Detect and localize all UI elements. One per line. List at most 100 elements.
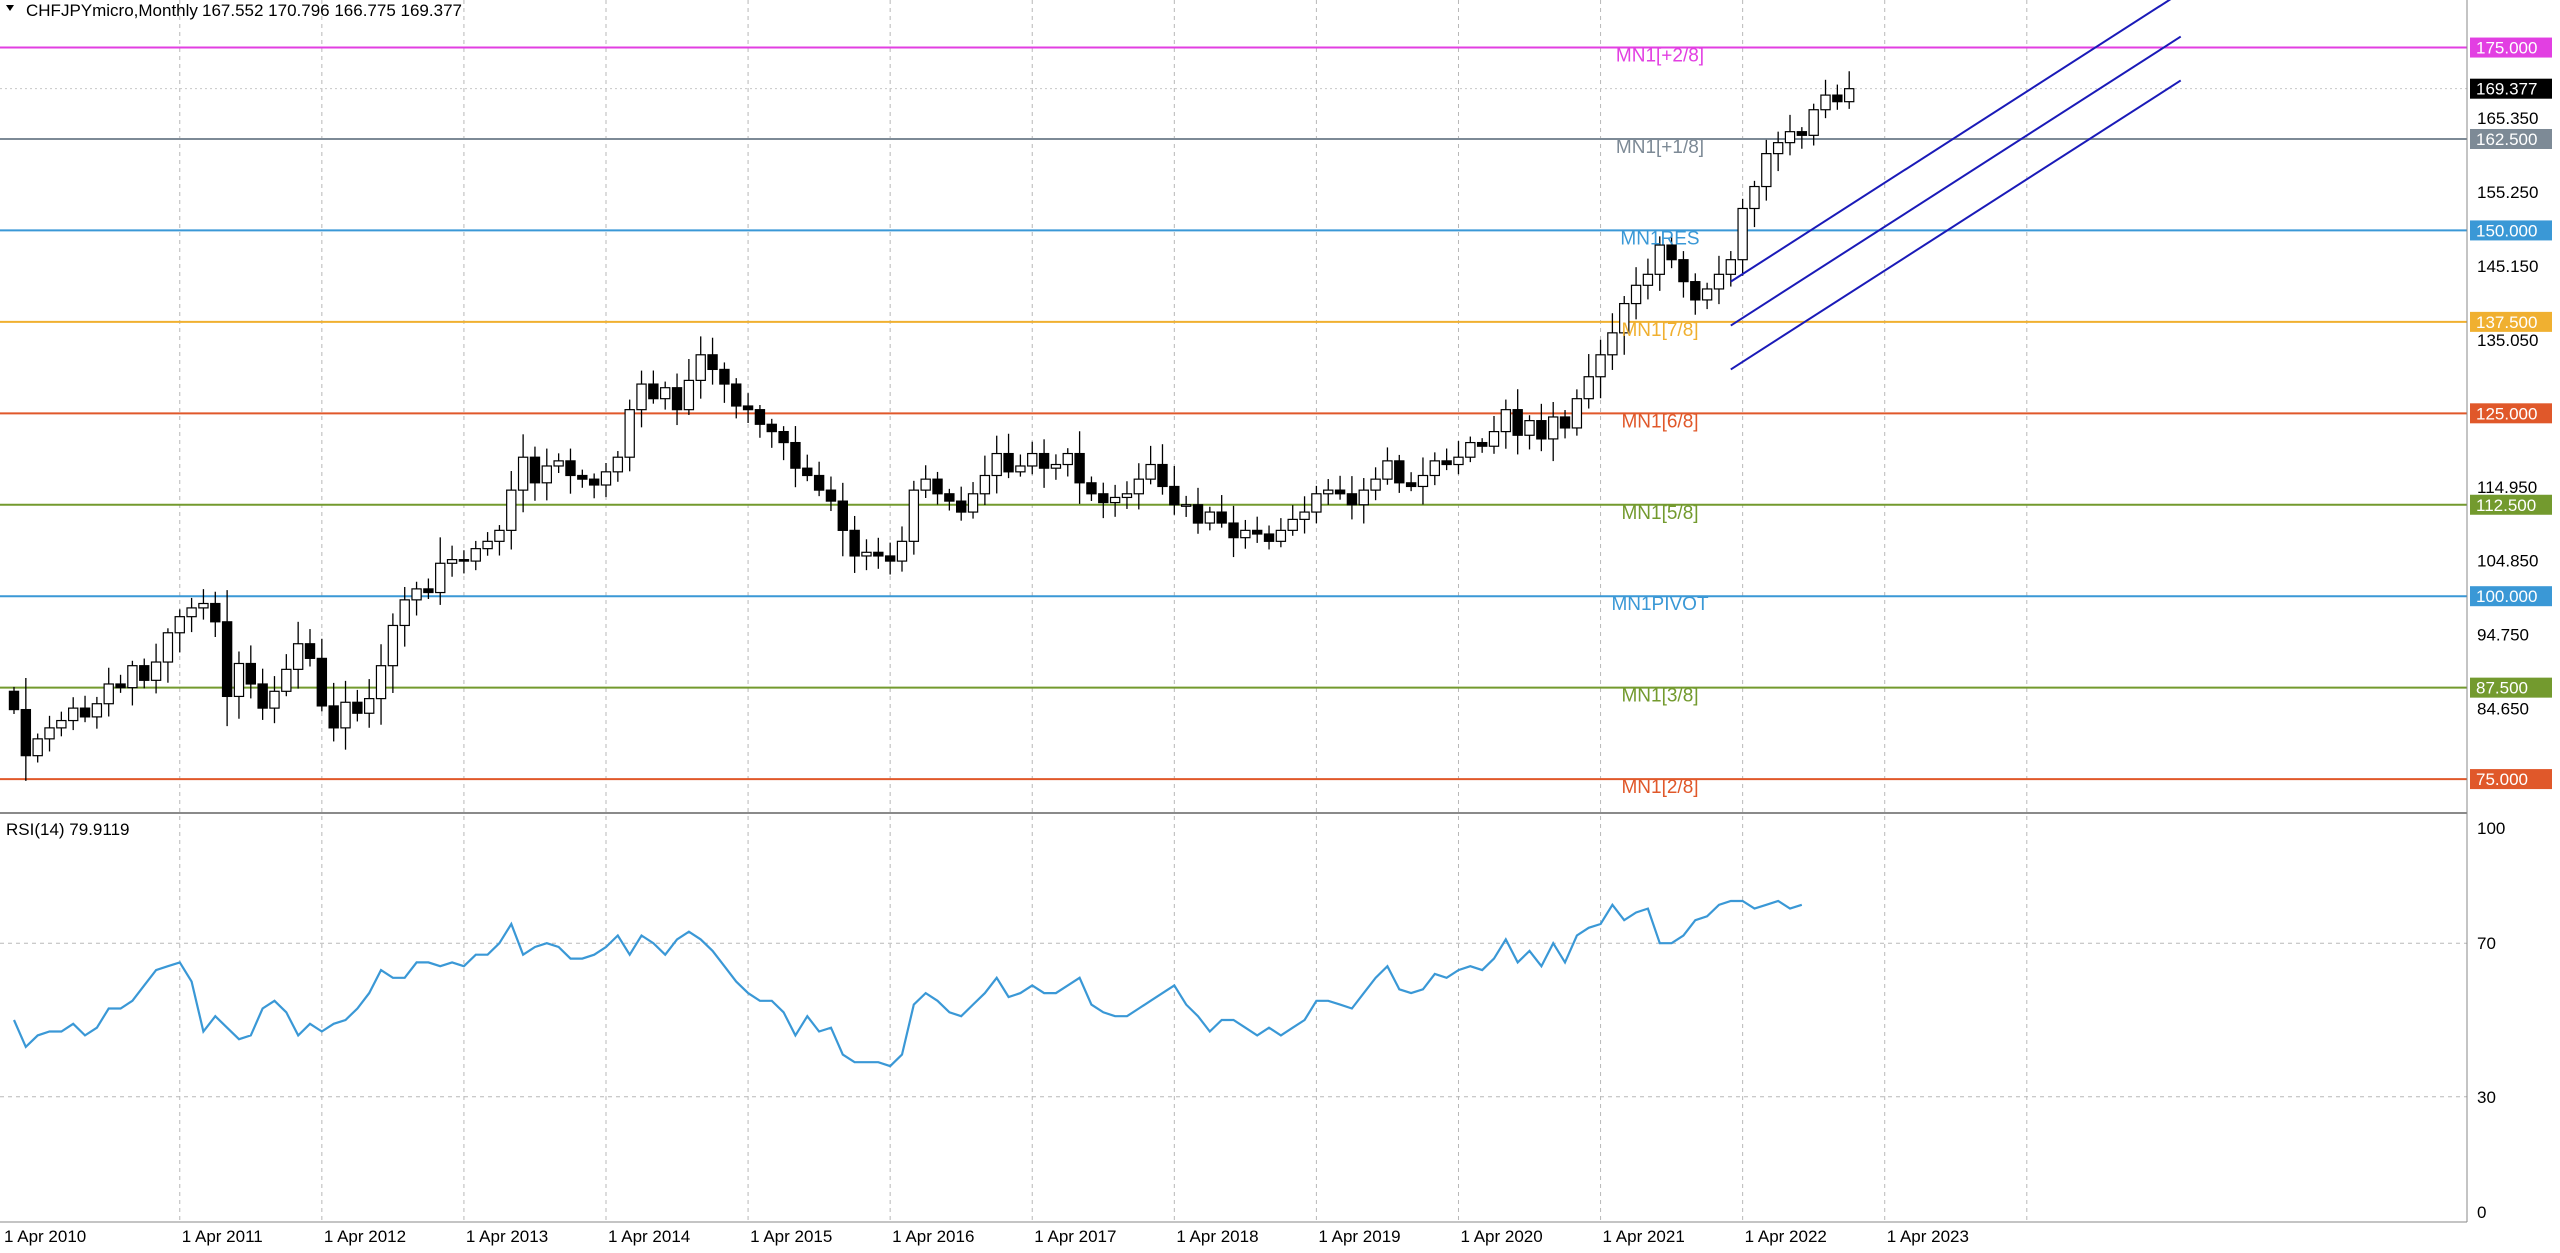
candle-body[interactable] (423, 588, 434, 594)
candle-body[interactable] (1429, 460, 1440, 477)
candle-body[interactable] (1772, 142, 1784, 155)
candle-body[interactable] (233, 662, 245, 698)
candle-body[interactable] (387, 624, 399, 667)
candle-body[interactable] (328, 705, 339, 729)
candle-body[interactable] (1287, 518, 1298, 531)
candle-body[interactable] (565, 460, 576, 477)
candle-body[interactable] (790, 441, 801, 469)
candle-body[interactable] (1630, 284, 1642, 305)
candle-body[interactable] (1027, 452, 1038, 467)
candle-body[interactable] (577, 474, 588, 480)
candle-body[interactable] (352, 701, 363, 714)
candle-body[interactable] (8, 690, 20, 711)
candle-body[interactable] (719, 368, 730, 385)
candle-body[interactable] (1109, 496, 1121, 504)
candle-body[interactable] (1311, 493, 1322, 513)
candle-body[interactable] (446, 559, 458, 564)
candle-body[interactable] (932, 478, 943, 495)
candle-body[interactable] (245, 662, 256, 685)
candle-body[interactable] (955, 500, 967, 513)
candle-body[interactable] (1583, 376, 1594, 400)
candle-body[interactable] (1405, 482, 1417, 488)
candle-body[interactable] (1003, 452, 1014, 473)
candle-body[interactable] (1015, 465, 1026, 473)
candle-body[interactable] (127, 665, 138, 689)
candle-body[interactable] (210, 602, 221, 623)
candle-body[interactable] (1666, 244, 1677, 261)
candle-body[interactable] (506, 489, 517, 531)
candle-body[interactable] (20, 708, 32, 757)
candle-body[interactable] (162, 632, 174, 663)
candle-body[interactable] (1547, 416, 1559, 440)
candle-body[interactable] (979, 474, 991, 495)
candle-body[interactable] (1228, 522, 1239, 539)
candle-body[interactable] (1358, 489, 1369, 506)
candle-body[interactable] (292, 643, 304, 670)
candle-body[interactable] (529, 456, 541, 484)
candle-body[interactable] (1240, 529, 1251, 539)
candle-body[interactable] (1465, 441, 1476, 458)
candle-body[interactable] (1571, 398, 1583, 429)
collapse-triangle-icon[interactable] (6, 5, 14, 11)
candle-body[interactable] (1559, 416, 1571, 429)
candle-body[interactable] (754, 409, 766, 425)
candle-body[interactable] (1761, 153, 1772, 188)
candle-body[interactable] (1370, 478, 1381, 491)
candle-body[interactable] (1607, 332, 1618, 356)
candle-body[interactable] (671, 387, 683, 411)
candle-body[interactable] (1619, 302, 1630, 334)
candle-body[interactable] (742, 405, 754, 411)
candle-body[interactable] (1737, 207, 1748, 261)
candle-body[interactable] (884, 555, 896, 562)
candle-body[interactable] (1417, 474, 1429, 488)
candle-body[interactable] (1441, 460, 1452, 466)
candle-body[interactable] (1642, 273, 1654, 286)
candle-body[interactable] (837, 500, 849, 531)
candle-body[interactable] (1299, 511, 1310, 520)
candle-body[interactable] (541, 465, 553, 484)
candle-body[interactable] (316, 657, 328, 707)
candle-body[interactable] (1654, 244, 1665, 275)
candle-body[interactable] (944, 493, 955, 502)
candle-body[interactable] (825, 489, 837, 502)
candle-body[interactable] (612, 456, 624, 473)
candle-body[interactable] (1133, 478, 1144, 495)
candle-body[interactable] (198, 602, 209, 609)
candle-body[interactable] (920, 478, 931, 491)
candle-body[interactable] (553, 460, 564, 467)
candle-body[interactable] (778, 431, 789, 444)
candle-body[interactable] (1394, 460, 1405, 484)
candle-body[interactable] (908, 489, 920, 542)
candle-body[interactable] (1251, 529, 1263, 535)
candle-body[interactable] (67, 707, 79, 722)
candle-body[interactable] (1204, 511, 1216, 524)
candle-body[interactable] (1263, 533, 1275, 542)
candle-body[interactable] (150, 661, 162, 681)
candle-body[interactable] (1701, 288, 1713, 301)
candle-body[interactable] (1784, 131, 1796, 144)
candle-body[interactable] (1216, 511, 1227, 524)
candle-body[interactable] (707, 354, 718, 371)
candle-body[interactable] (1121, 493, 1133, 499)
candle-body[interactable] (375, 665, 387, 700)
regression-channel-line[interactable] (1730, 0, 2181, 283)
candle-body[interactable] (1500, 409, 1512, 433)
candle-body[interactable] (849, 529, 860, 557)
candle-body[interactable] (1453, 456, 1464, 466)
candle-body[interactable] (636, 383, 647, 411)
candle-body[interactable] (517, 456, 529, 491)
candle-body[interactable] (1275, 529, 1287, 542)
candle-body[interactable] (648, 383, 659, 400)
candle-body[interactable] (257, 683, 268, 709)
candle-body[interactable] (186, 607, 197, 618)
candle-body[interactable] (624, 409, 635, 458)
candle-body[interactable] (1346, 493, 1358, 506)
candle-body[interactable] (1334, 489, 1346, 495)
candle-body[interactable] (1832, 94, 1843, 103)
candle-body[interactable] (991, 452, 1002, 477)
candle-body[interactable] (281, 668, 292, 692)
candle-body[interactable] (399, 599, 410, 627)
candle-body[interactable] (340, 701, 351, 729)
candle-body[interactable] (1725, 259, 1736, 275)
